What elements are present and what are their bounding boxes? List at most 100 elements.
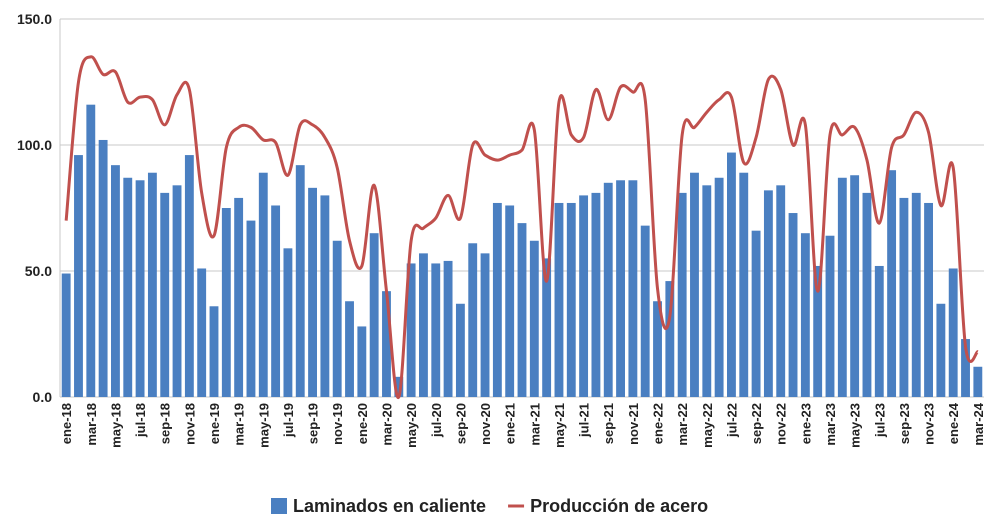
bar: [776, 185, 786, 397]
bar: [973, 366, 983, 397]
bar: [640, 225, 650, 397]
bar: [308, 187, 317, 397]
bar: [394, 376, 404, 397]
bar: [468, 243, 478, 397]
bar: [332, 240, 342, 397]
bar: [628, 180, 638, 397]
x-tick-label: nov-22: [774, 403, 789, 445]
x-tick-label: sep-21: [601, 403, 616, 444]
y-tick-label: 150.0: [17, 11, 52, 27]
x-tick-label: nov-19: [330, 403, 345, 445]
bar: [369, 233, 379, 397]
bar: [320, 195, 330, 397]
x-tick-label: mar-21: [527, 403, 542, 446]
bar: [419, 253, 428, 397]
x-tick-label: nov-18: [182, 403, 197, 445]
bar: [850, 175, 860, 397]
bar: [160, 192, 170, 397]
bar: [74, 155, 83, 397]
bar: [677, 192, 687, 397]
x-tick-label: sep-23: [897, 403, 912, 444]
x-tick-label: ene-20: [355, 403, 370, 444]
x-tick-label: may-19: [256, 403, 271, 448]
bar: [517, 223, 527, 397]
bar: [529, 240, 539, 397]
bar: [887, 170, 897, 397]
bar: [135, 180, 145, 397]
legend-label: Producción de acero: [530, 496, 708, 516]
bar: [382, 291, 391, 397]
x-tick-label: ene-21: [503, 403, 518, 444]
bar: [258, 172, 268, 397]
bar: [86, 104, 96, 398]
bar: [763, 190, 773, 397]
bar: [702, 185, 712, 397]
bar: [862, 192, 872, 397]
bar: [690, 172, 699, 397]
bar: [406, 263, 416, 397]
y-tick-label: 100.0: [17, 137, 52, 153]
bar: [591, 192, 601, 397]
bar: [147, 172, 157, 397]
bar: [542, 258, 552, 397]
x-tick-label: sep-18: [158, 403, 173, 444]
bar: [727, 152, 736, 397]
x-tick-label: may-21: [552, 403, 567, 448]
legend-label: Laminados en caliente: [293, 496, 486, 516]
bar: [234, 197, 244, 397]
bar: [948, 268, 958, 397]
bar: [788, 213, 798, 397]
bar: [739, 172, 749, 397]
x-tick-label: mar-22: [675, 403, 690, 446]
bar: [554, 202, 564, 397]
bar: [431, 263, 441, 397]
x-tick-label: may-18: [108, 403, 123, 448]
bar: [295, 165, 305, 397]
bar: [936, 303, 946, 397]
bar: [751, 230, 761, 397]
x-tick-label: jul-20: [429, 403, 444, 438]
bar: [665, 281, 675, 397]
bar: [800, 233, 810, 397]
x-tick-label: ene-23: [798, 403, 813, 444]
bar: [911, 192, 921, 397]
bar: [345, 301, 354, 397]
x-tick-label: may-22: [700, 403, 715, 448]
bar: [283, 248, 293, 397]
bar: [837, 177, 847, 397]
bar: [123, 177, 133, 397]
bar: [924, 202, 933, 397]
x-tick-label: ene-19: [207, 403, 222, 444]
bar: [579, 195, 589, 397]
x-tick-label: nov-21: [626, 403, 641, 445]
bar: [61, 273, 71, 397]
x-tick-label: mar-19: [232, 403, 247, 446]
bar: [899, 197, 909, 397]
x-tick-label: jul-19: [281, 403, 296, 438]
line: [64, 55, 980, 399]
x-tick-label: mar-18: [84, 403, 99, 446]
x-tick-label: nov-23: [922, 403, 937, 445]
bar: [492, 202, 502, 397]
bar: [874, 265, 884, 397]
bar: [603, 182, 613, 397]
x-tick-label: nov-20: [478, 403, 493, 445]
bar: [480, 253, 490, 397]
legend-swatch: [271, 498, 287, 514]
bar: [221, 208, 231, 397]
y-tick-label: 50.0: [25, 263, 52, 279]
x-tick-label: sep-19: [306, 403, 321, 444]
bar: [505, 205, 515, 397]
bar: [813, 265, 823, 397]
bar: [455, 303, 465, 397]
bar: [443, 260, 453, 397]
bar: [98, 139, 108, 397]
bar: [197, 268, 207, 397]
bar: [357, 326, 367, 397]
bar: [961, 339, 970, 397]
x-tick-label: mar-20: [379, 403, 394, 446]
x-tick-label: mar-23: [823, 403, 838, 446]
x-tick-label: ene-18: [59, 403, 74, 444]
bar: [616, 180, 625, 397]
